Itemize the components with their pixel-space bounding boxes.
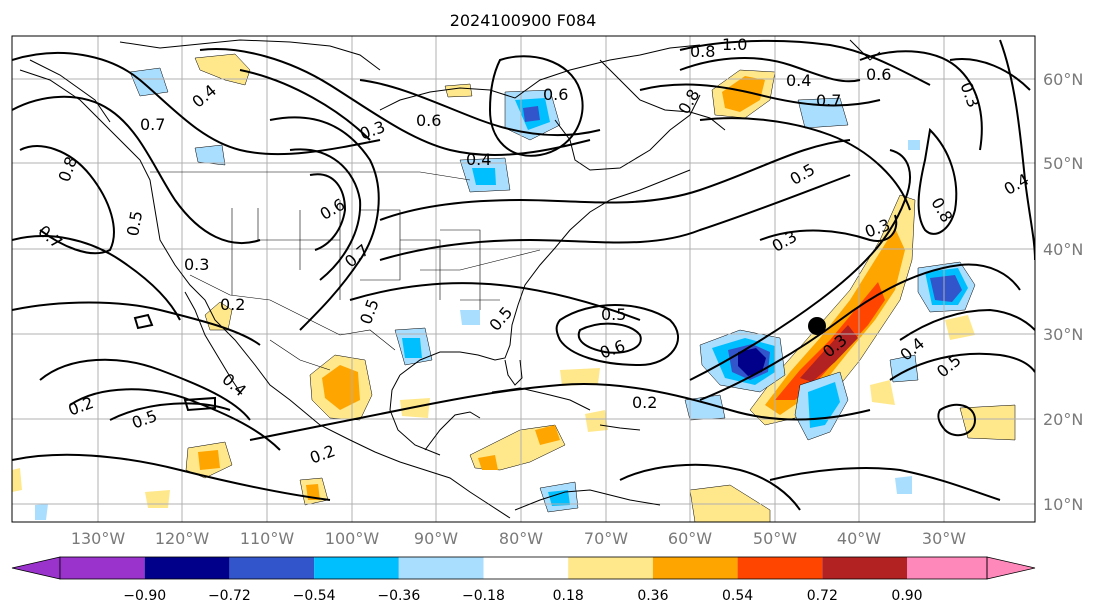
colorbar-tick-label: −0.90 bbox=[123, 588, 166, 604]
figure-title: 2024100900 F084 bbox=[450, 11, 597, 30]
contour-label: 0.6 bbox=[866, 65, 891, 84]
contour-label: 0.7 bbox=[816, 91, 841, 110]
lon-label: 60°W bbox=[668, 529, 712, 548]
contour-label: 0.5 bbox=[123, 209, 146, 237]
lon-label: 80°W bbox=[499, 529, 543, 548]
lat-label: 10°N bbox=[1043, 495, 1083, 514]
contour-label: 0.4 bbox=[786, 71, 811, 90]
lat-label: 60°N bbox=[1043, 70, 1083, 89]
colorbar-tick-label: 0.18 bbox=[553, 588, 584, 604]
lat-label: 20°N bbox=[1043, 410, 1083, 429]
colorbar-tick-label: −0.36 bbox=[377, 588, 420, 604]
map-frame bbox=[11, 35, 1036, 523]
contour-label: 0.3 bbox=[184, 255, 209, 274]
shaded-anomaly-field bbox=[12, 53, 1016, 522]
lat-label: 50°N bbox=[1043, 154, 1083, 173]
colorbar-extend-high bbox=[986, 556, 1036, 580]
contour-label: 0.4 bbox=[466, 150, 491, 169]
lon-label: 110°W bbox=[240, 529, 295, 548]
colorbar-bin bbox=[60, 557, 145, 579]
colorbar-bin bbox=[229, 557, 315, 579]
contour-label: 0.8 bbox=[690, 42, 715, 61]
lon-label: 40°W bbox=[837, 529, 881, 548]
colorbar-tick-label: 0.72 bbox=[807, 588, 838, 604]
latitude-labels: 60°N 50°N 40°N 30°N 20°N 10°N bbox=[1043, 70, 1083, 514]
storm-center-marker bbox=[808, 317, 826, 335]
map-panel: 0.4 0.7 0.8 0.5 0.7 0.3 0.2 0.6 0.3 0.4 … bbox=[12, 35, 1035, 522]
contour-label: 0.6 bbox=[416, 111, 441, 130]
colorbar-tick-label: −0.72 bbox=[208, 588, 251, 604]
longitude-labels: 130°W 120°W 110°W 100°W 90°W 80°W 70°W 6… bbox=[71, 529, 966, 548]
contour-label: 0.7 bbox=[140, 115, 165, 134]
contour-label: 0.2 bbox=[220, 295, 245, 314]
contour-label: 1.0 bbox=[722, 35, 747, 54]
lon-label: 70°W bbox=[584, 529, 628, 548]
colorbar-bin bbox=[144, 557, 230, 579]
colorbar-ticks: −0.90 −0.72 −0.54 −0.36 −0.18 0.18 0.36 … bbox=[123, 588, 922, 604]
colorbar-bin bbox=[737, 557, 823, 579]
contour-label: 0.5 bbox=[601, 305, 626, 324]
colorbar-tick-label: 0.54 bbox=[722, 588, 753, 604]
colorbar-tick-label: −0.18 bbox=[462, 588, 505, 604]
colorbar: −0.90 −0.72 −0.54 −0.36 −0.18 0.18 0.36 … bbox=[11, 556, 1036, 604]
lon-label: 120°W bbox=[155, 529, 210, 548]
colorbar-extend-low bbox=[11, 556, 61, 580]
colorbar-tick-label: 0.90 bbox=[891, 588, 922, 604]
lon-label: 100°W bbox=[325, 529, 380, 548]
colorbar-bin bbox=[652, 557, 738, 579]
colorbar-bin bbox=[483, 557, 569, 579]
colorbar-bin bbox=[907, 557, 987, 579]
colorbar-bin bbox=[398, 557, 484, 579]
contour-label: 0.6 bbox=[543, 85, 568, 104]
lon-label: 90°W bbox=[414, 529, 458, 548]
lon-label: 130°W bbox=[71, 529, 126, 548]
coastlines bbox=[19, 39, 881, 519]
graticule bbox=[12, 36, 1035, 522]
contour-lines bbox=[12, 39, 1035, 511]
lon-label: 50°W bbox=[753, 529, 797, 548]
colorbar-tick-label: −0.54 bbox=[293, 588, 336, 604]
colorbar-bin bbox=[314, 557, 399, 579]
lat-label: 40°N bbox=[1043, 240, 1083, 259]
lon-label: 30°W bbox=[922, 529, 966, 548]
lat-label: 30°N bbox=[1043, 325, 1083, 344]
colorbar-bin bbox=[822, 557, 907, 579]
colorbar-tick-label: 0.36 bbox=[637, 588, 668, 604]
colorbar-bin bbox=[568, 557, 653, 579]
contour-label: 0.2 bbox=[632, 393, 657, 412]
